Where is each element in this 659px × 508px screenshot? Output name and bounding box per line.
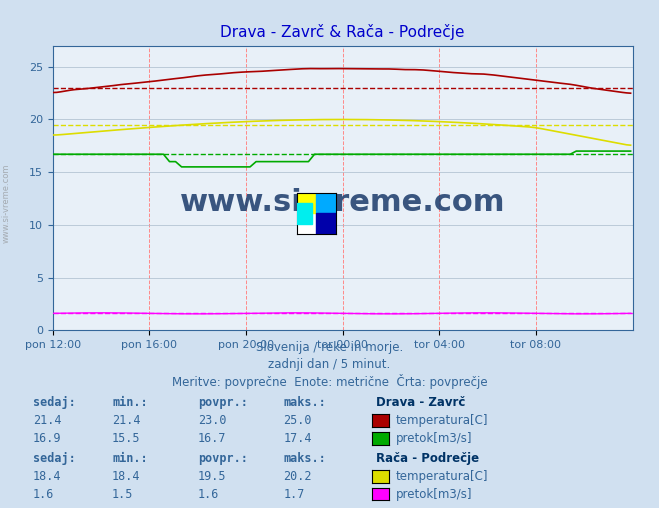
Text: 1.6: 1.6 (198, 488, 219, 501)
Text: sedaj:: sedaj: (33, 396, 76, 409)
Text: 21.4: 21.4 (112, 414, 140, 427)
Title: Drava - Zavrč & Rača - Podrečje: Drava - Zavrč & Rača - Podrečje (220, 24, 465, 41)
Text: 16.9: 16.9 (33, 432, 61, 445)
Text: 18.4: 18.4 (33, 470, 61, 483)
Text: Rača - Podrečje: Rača - Podrečje (376, 452, 478, 465)
Text: Slovenija / reke in morje.: Slovenija / reke in morje. (256, 340, 403, 354)
Text: 23.0: 23.0 (198, 414, 226, 427)
Text: zadnji dan / 5 minut.: zadnji dan / 5 minut. (268, 358, 391, 371)
Text: temperatura[C]: temperatura[C] (395, 414, 488, 427)
Bar (316, 193, 336, 213)
Bar (297, 193, 316, 213)
Text: pretok[m3/s]: pretok[m3/s] (395, 488, 472, 501)
Bar (297, 203, 312, 224)
Text: povpr.:: povpr.: (198, 452, 248, 465)
Text: min.:: min.: (112, 396, 148, 409)
Text: 1.6: 1.6 (33, 488, 54, 501)
Text: temperatura[C]: temperatura[C] (395, 470, 488, 483)
Text: povpr.:: povpr.: (198, 396, 248, 409)
Text: 18.4: 18.4 (112, 470, 140, 483)
Text: 20.2: 20.2 (283, 470, 312, 483)
Text: maks.:: maks.: (283, 452, 326, 465)
Text: 25.0: 25.0 (283, 414, 312, 427)
Text: min.:: min.: (112, 452, 148, 465)
Text: Meritve: povprečne  Enote: metrične  Črta: povprečje: Meritve: povprečne Enote: metrične Črta:… (172, 374, 487, 389)
Text: Drava - Zavrč: Drava - Zavrč (376, 396, 465, 409)
Bar (316, 213, 336, 234)
Text: maks.:: maks.: (283, 396, 326, 409)
Text: pretok[m3/s]: pretok[m3/s] (395, 432, 472, 445)
Text: sedaj:: sedaj: (33, 452, 76, 465)
Text: www.si-vreme.com: www.si-vreme.com (180, 187, 505, 217)
Text: 16.7: 16.7 (198, 432, 226, 445)
Text: 21.4: 21.4 (33, 414, 61, 427)
Text: www.si-vreme.com: www.si-vreme.com (2, 164, 11, 243)
Text: 19.5: 19.5 (198, 470, 226, 483)
Text: 15.5: 15.5 (112, 432, 140, 445)
Text: 17.4: 17.4 (283, 432, 312, 445)
Text: 1.5: 1.5 (112, 488, 133, 501)
Text: 1.7: 1.7 (283, 488, 304, 501)
